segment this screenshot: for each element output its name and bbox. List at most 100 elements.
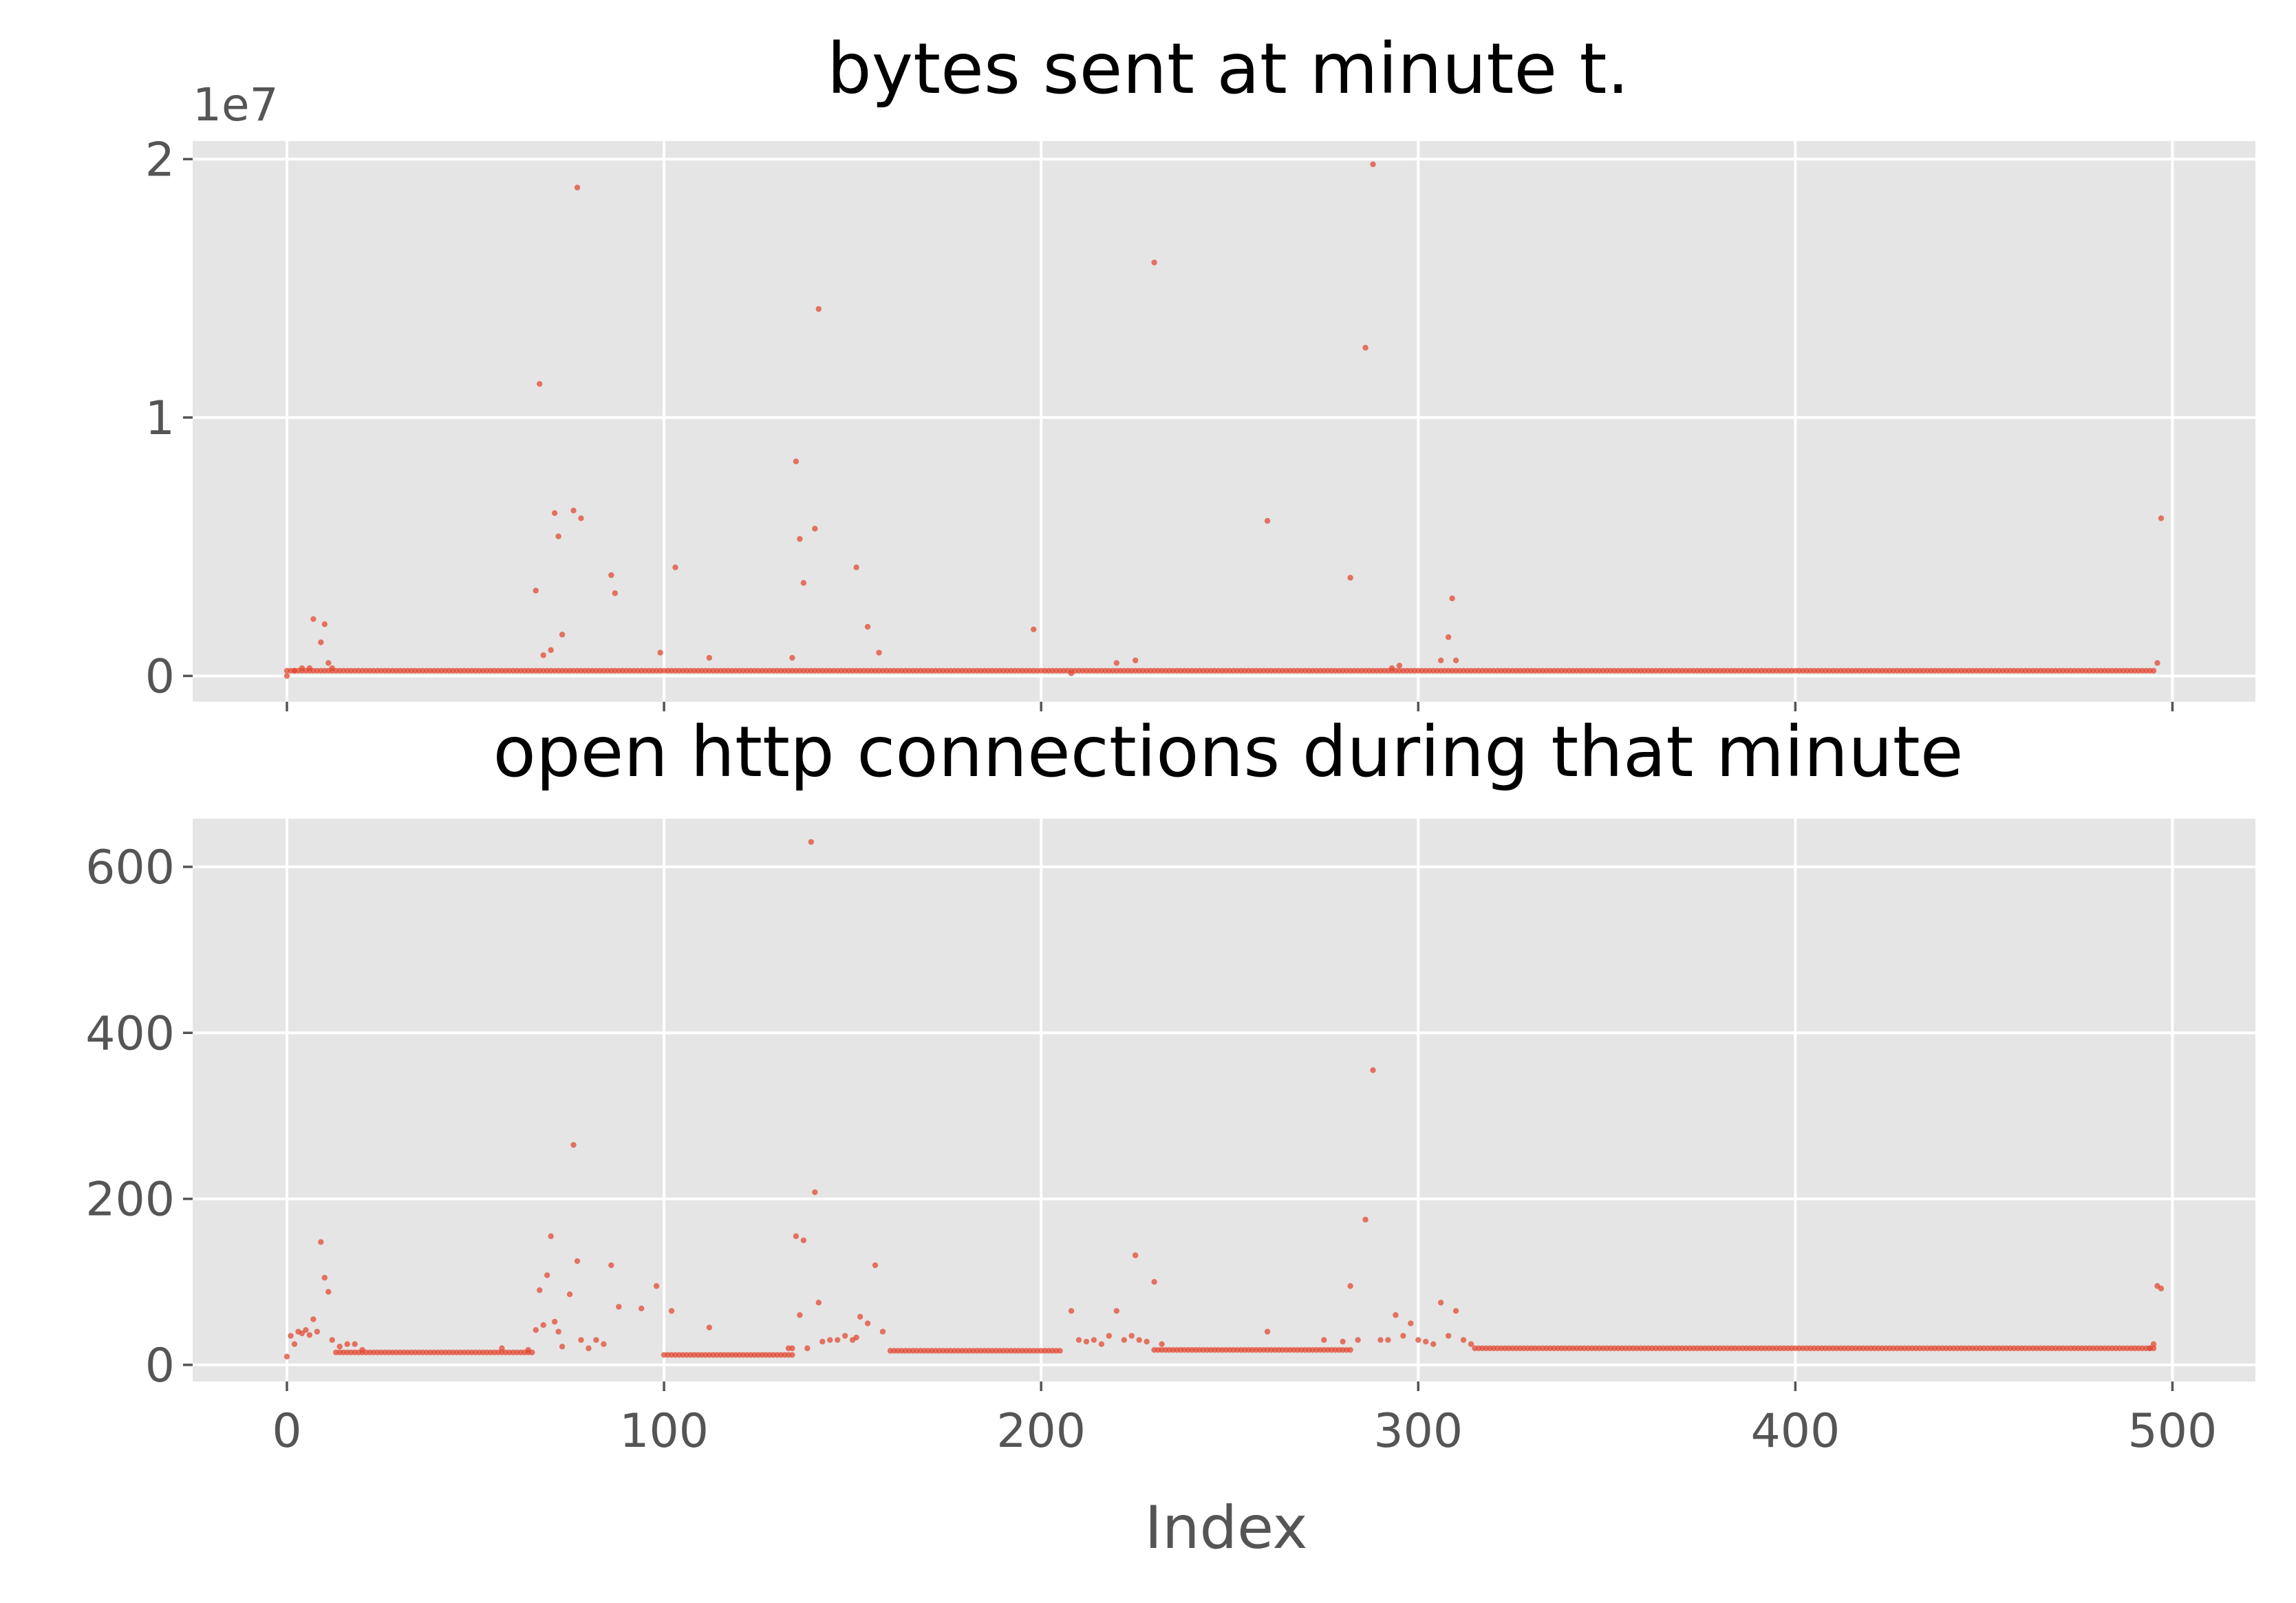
y-tick-label: 400 bbox=[85, 1007, 175, 1061]
data-point bbox=[555, 1328, 561, 1335]
data-point bbox=[1445, 634, 1452, 641]
data-point bbox=[551, 510, 558, 517]
data-point bbox=[668, 1308, 675, 1314]
x-tick-label: 300 bbox=[1373, 1404, 1463, 1459]
data-point bbox=[1121, 1337, 1127, 1343]
data-point bbox=[310, 1316, 316, 1322]
data-point bbox=[555, 533, 561, 539]
data-point bbox=[314, 1328, 321, 1335]
data-point bbox=[1151, 259, 1157, 266]
data-point bbox=[321, 621, 328, 627]
data-point bbox=[789, 1352, 795, 1358]
data-point bbox=[548, 647, 554, 654]
data-point bbox=[359, 1346, 365, 1353]
data-point bbox=[797, 1312, 803, 1318]
data-point bbox=[540, 652, 546, 658]
data-point bbox=[835, 1337, 841, 1343]
data-point bbox=[1452, 657, 1459, 664]
data-point bbox=[283, 1353, 290, 1360]
data-point bbox=[2150, 667, 2157, 674]
data-point bbox=[1075, 1337, 1082, 1343]
data-point bbox=[499, 1345, 505, 1351]
x-tick-label: 0 bbox=[272, 1404, 301, 1459]
data-point bbox=[1430, 1341, 1437, 1347]
data-point bbox=[789, 654, 795, 661]
data-point bbox=[321, 1274, 328, 1281]
data-point bbox=[570, 1141, 577, 1148]
data-point bbox=[612, 590, 619, 596]
data-point bbox=[876, 649, 882, 656]
data-point bbox=[800, 1237, 807, 1244]
data-point bbox=[1321, 1337, 1327, 1343]
data-point bbox=[857, 1313, 863, 1320]
data-point bbox=[283, 673, 290, 679]
data-point bbox=[793, 1233, 800, 1240]
data-point bbox=[672, 564, 678, 570]
data-point bbox=[879, 1328, 886, 1335]
axis-ticks: 0 100 200 300 400 500 0 200 400 600 bbox=[85, 841, 2217, 1459]
data-point bbox=[1347, 1283, 1353, 1289]
data-point bbox=[570, 507, 577, 514]
data-point bbox=[872, 1262, 879, 1269]
bytes-sent-chart: bytes sent at minute t. 1e7 0 1 2 bbox=[145, 28, 2255, 711]
data-point bbox=[325, 1289, 332, 1295]
data-point bbox=[1133, 657, 1139, 664]
data-point bbox=[593, 1337, 599, 1343]
x-tick-label: 200 bbox=[996, 1404, 1086, 1459]
data-point bbox=[1128, 1333, 1135, 1339]
data-point bbox=[310, 616, 316, 623]
data-point bbox=[336, 1344, 343, 1350]
data-point bbox=[639, 1305, 645, 1312]
data-point bbox=[1098, 1341, 1105, 1347]
data-point bbox=[352, 1341, 358, 1347]
y-tick-label: 2 bbox=[145, 133, 175, 187]
data-point bbox=[537, 380, 543, 387]
data-point bbox=[789, 1345, 795, 1351]
data-point bbox=[566, 1291, 573, 1298]
x-tick-label: 400 bbox=[1750, 1404, 1840, 1459]
data-point bbox=[1408, 1320, 1414, 1326]
data-point bbox=[586, 1345, 592, 1351]
x-tick-label: 100 bbox=[619, 1404, 709, 1459]
data-point bbox=[306, 665, 313, 671]
data-point bbox=[1113, 1308, 1119, 1314]
data-point bbox=[815, 1300, 822, 1306]
data-point bbox=[1106, 1333, 1113, 1339]
data-point bbox=[1362, 1216, 1369, 1223]
data-point bbox=[303, 1326, 309, 1333]
x-axis-label: Index bbox=[1145, 1494, 1308, 1562]
data-point bbox=[559, 1344, 566, 1350]
data-point bbox=[1159, 1341, 1165, 1347]
data-point bbox=[1460, 1337, 1467, 1343]
data-point bbox=[318, 639, 324, 645]
data-point bbox=[544, 1272, 550, 1278]
data-point bbox=[537, 1287, 543, 1293]
data-point bbox=[1449, 595, 1455, 601]
data-point bbox=[1468, 1341, 1474, 1347]
data-point bbox=[800, 580, 807, 586]
data-point bbox=[706, 1324, 713, 1331]
data-point bbox=[533, 1326, 539, 1333]
plot-area bbox=[193, 819, 2255, 1381]
data-point bbox=[1396, 663, 1403, 669]
data-point bbox=[291, 1341, 298, 1347]
data-point bbox=[1133, 1252, 1139, 1258]
data-point bbox=[1393, 1312, 1399, 1318]
data-point bbox=[1083, 1338, 1090, 1345]
axis-ticks: 0 1 2 bbox=[145, 133, 2174, 711]
data-point bbox=[1385, 1337, 1391, 1343]
data-point bbox=[2154, 660, 2160, 666]
data-point bbox=[2147, 1345, 2153, 1351]
data-point bbox=[1068, 1308, 1075, 1314]
data-point bbox=[1113, 660, 1119, 666]
data-point bbox=[853, 564, 859, 570]
plot-area bbox=[193, 141, 2255, 702]
data-point bbox=[653, 1283, 660, 1289]
data-point bbox=[578, 515, 584, 521]
y-tick-label: 0 bbox=[145, 1339, 175, 1393]
data-point bbox=[1377, 1337, 1384, 1343]
x-tick-label: 500 bbox=[2128, 1404, 2218, 1459]
data-point bbox=[574, 1258, 581, 1265]
data-point bbox=[306, 1332, 313, 1338]
data-point bbox=[2150, 1341, 2157, 1347]
